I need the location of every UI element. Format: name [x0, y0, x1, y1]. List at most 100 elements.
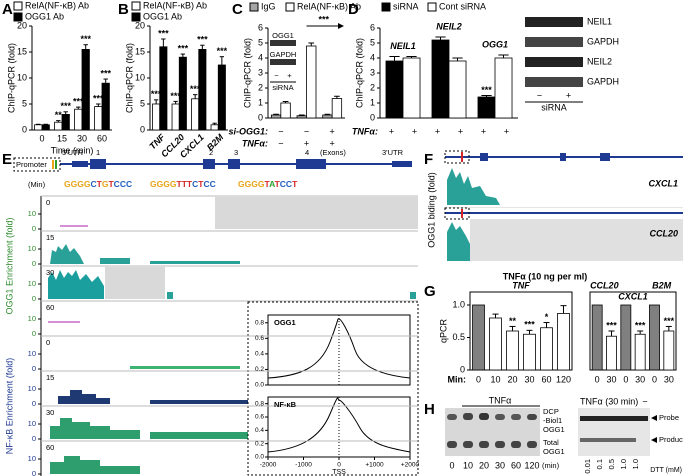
assay-control: −: [642, 396, 647, 406]
legend-swatch: [13, 1, 23, 11]
panel-label: A: [2, 1, 13, 18]
product-label: Product: [659, 435, 683, 444]
track-label: 60: [46, 303, 54, 312]
blot-band: [270, 40, 296, 46]
bar: [152, 103, 161, 131]
x-tick-label: 30: [664, 374, 674, 384]
y-tick-label: 3: [370, 67, 375, 77]
group-label: CXCL1: [618, 291, 648, 301]
bar: [606, 335, 617, 371]
blot-label: OGG1: [272, 31, 294, 40]
significance: ***: [60, 101, 71, 111]
legend-swatch: [13, 12, 23, 22]
condition-value: +: [504, 126, 509, 136]
x-tick-label: 30: [635, 374, 645, 384]
y-tick-label: 1: [258, 97, 263, 107]
condition-value: +: [330, 138, 335, 148]
y-tick-label: 0: [22, 124, 27, 134]
y-tick-label: 1.0: [452, 299, 465, 309]
band-label: -Biol1: [543, 416, 562, 425]
bar: [54, 121, 63, 131]
significance: *: [545, 312, 549, 322]
y-tick-label: 0.8: [255, 319, 264, 326]
y-axis-label: ChIP-qPCR (fold): [124, 43, 134, 113]
motif-sequence: GGGGCTGTCCC: [64, 179, 132, 189]
bar: [94, 106, 103, 131]
significance: ***: [318, 14, 329, 24]
x-tick-label: 30: [524, 374, 534, 384]
condition-value: +: [481, 126, 486, 136]
gene-feature: 1: [96, 148, 100, 157]
bar: [198, 49, 207, 131]
y-tick-label: 0: [32, 224, 36, 233]
bar: [306, 45, 317, 119]
y-tick-label: 2: [258, 82, 263, 92]
x-tick-label: +2000: [401, 462, 420, 469]
y-axis-label: ChIP-qPCR (fold): [354, 38, 364, 108]
group-label: TNF: [512, 280, 530, 290]
bar: [523, 333, 536, 371]
track-label: 30: [46, 268, 54, 277]
y-tick-label: 0: [32, 329, 36, 338]
blot-band: [525, 17, 583, 27]
bar: [540, 327, 553, 371]
y-tick-label: 0.2: [255, 366, 264, 373]
bar: [280, 102, 291, 119]
lane-label: +: [566, 90, 571, 100]
blot-band: [270, 59, 296, 65]
category-label: OGG1: [482, 39, 508, 49]
gene-feature: 3: [234, 148, 238, 157]
x-axis-label: Min:: [448, 374, 467, 384]
bar: [296, 115, 307, 119]
y-tick-label: 5: [140, 98, 145, 108]
track-label: 0: [46, 338, 50, 347]
x-tick-label: 20: [507, 374, 517, 384]
significance: ***: [664, 316, 675, 326]
f-axis-title: OGG1 biding (fold): [426, 172, 436, 248]
legend-label: OGG1 Ab: [143, 11, 182, 21]
bar: [61, 114, 70, 131]
y-tick-label: 2: [370, 82, 375, 92]
bar: [191, 98, 200, 131]
bar: [591, 304, 603, 371]
y-tick-label: 0.5: [452, 332, 465, 342]
significance: ***: [170, 91, 181, 101]
y-tick-label: 10: [135, 72, 145, 82]
coverage-tracks: [48, 197, 418, 474]
gene-tracks-f: [444, 150, 683, 261]
blot-band: [525, 37, 583, 47]
y-tick-label: 0: [32, 259, 36, 268]
arrow-head: [338, 23, 344, 29]
y-tick-label: 6: [258, 22, 263, 32]
x-tick-label: 0: [652, 374, 657, 384]
bar: [178, 56, 187, 131]
panel-label: C: [232, 1, 243, 18]
condition-value: −: [278, 126, 283, 136]
significance: ***: [100, 68, 111, 78]
time-label: (Min): [28, 180, 46, 189]
band-label: OGG1: [543, 447, 565, 456]
y-tick-label: 5: [258, 37, 263, 47]
track-label: 60: [46, 443, 54, 452]
y-tick-label: 15: [135, 46, 145, 56]
bar: [634, 333, 646, 371]
legend-label: RelA(NF-κB) Ab: [25, 0, 89, 10]
blot-label: GAPDH: [270, 50, 297, 59]
significance: ***: [80, 34, 91, 44]
significance: ***: [178, 43, 189, 53]
group-label: CCL20: [590, 280, 619, 290]
legend-label: OGG1 Ab: [25, 11, 64, 21]
y-tick-label: 10: [28, 279, 36, 288]
y-tick-label: 0: [32, 364, 36, 373]
dtt-label: 0.5: [607, 459, 616, 469]
significance: ***: [190, 84, 201, 94]
panel-label: F: [424, 151, 433, 168]
y-tick-label: 0: [32, 294, 36, 303]
lane-label: −: [537, 90, 542, 100]
legend-label: Cont siRNA: [439, 1, 486, 11]
bar: [494, 57, 513, 119]
condition-label: TNFα:: [242, 138, 268, 148]
y-tick-label: 0.4: [255, 427, 264, 434]
y-tick-label: 4: [258, 52, 263, 62]
bar: [159, 46, 168, 131]
